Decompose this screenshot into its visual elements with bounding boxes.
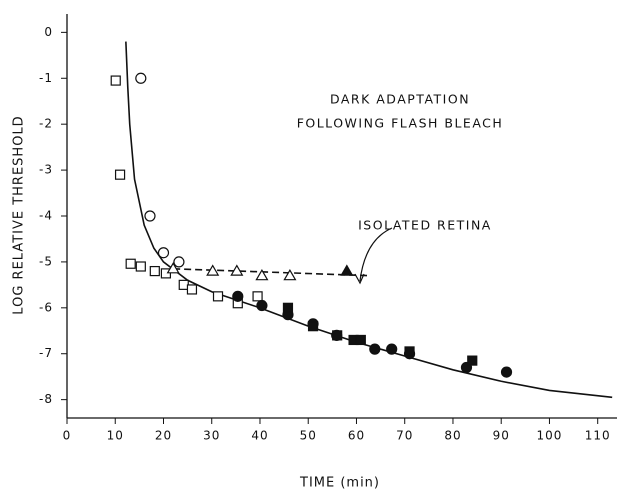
x-tick-label: 50	[300, 429, 317, 443]
point	[206, 264, 220, 276]
point	[173, 256, 185, 268]
x-tick-label: 100	[537, 429, 563, 443]
y-tick-label: -8	[39, 392, 53, 406]
y-tick-label: -3	[39, 163, 53, 177]
curve	[125, 41, 613, 399]
x-tick-label: 80	[444, 429, 461, 443]
point	[135, 72, 147, 84]
point	[404, 346, 415, 357]
point	[500, 366, 513, 378]
y-tick-label: -1	[39, 71, 53, 85]
y-tick-label: -2	[39, 117, 53, 131]
point	[149, 265, 160, 277]
x-tick-label: 40	[251, 429, 268, 443]
point	[467, 355, 478, 366]
point	[369, 343, 381, 355]
point	[283, 268, 297, 281]
point	[166, 262, 180, 274]
point	[386, 343, 398, 355]
annotation: FOLLOWING FLASH BLEACH	[297, 116, 504, 131]
point	[340, 264, 354, 276]
y-tick-label: -5	[39, 254, 53, 268]
point	[110, 75, 121, 86]
x-tick-label: 20	[155, 429, 172, 443]
x-tick-label: 70	[396, 429, 413, 443]
y-tick-label: -4	[39, 209, 53, 223]
x-tick-label: 0	[63, 429, 72, 443]
y-tick-label: 0	[44, 25, 53, 39]
point	[114, 169, 126, 180]
x-tick-label: 30	[203, 429, 220, 443]
y-tick-label: -7	[39, 346, 53, 360]
x-tick-label: 10	[107, 429, 124, 443]
point	[252, 291, 263, 302]
x-tick-label: 60	[348, 429, 365, 443]
point	[125, 258, 136, 269]
point	[355, 334, 366, 346]
point	[307, 321, 319, 332]
point	[232, 290, 244, 302]
point	[135, 261, 146, 272]
point	[282, 302, 294, 313]
annotation: ISOLATED RETINA	[358, 218, 492, 233]
point	[212, 291, 224, 302]
point	[256, 299, 268, 312]
point	[144, 210, 156, 222]
point	[255, 268, 269, 281]
x-tick-label: 90	[493, 429, 510, 443]
y-axis-title: LOG RELATIVE THRESHOLD	[12, 115, 27, 314]
x-tick-label: 110	[585, 429, 611, 443]
arrow	[359, 227, 393, 282]
point	[186, 284, 198, 295]
annotation: DARK ADAPTATION	[330, 92, 470, 107]
y-tick-label: -6	[39, 300, 53, 314]
point	[332, 330, 343, 341]
arrow-head	[354, 273, 365, 285]
point	[230, 264, 244, 276]
x-axis-title: TIME (min)	[299, 476, 380, 491]
point	[157, 247, 170, 259]
